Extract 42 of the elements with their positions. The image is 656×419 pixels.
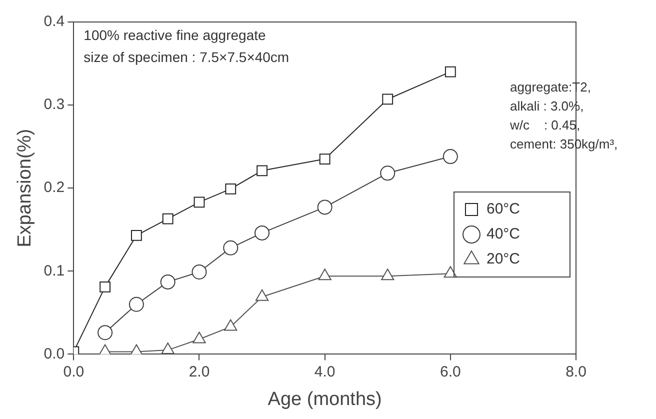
point: [160, 274, 176, 290]
point: [444, 66, 456, 78]
y-tick-label: 0.1: [44, 262, 65, 280]
point: [318, 268, 332, 280]
x-tick-label: 0.0: [63, 363, 84, 380]
x-tick-label: 6.0: [440, 363, 461, 380]
point: [194, 196, 205, 208]
legend-label: 40°C: [486, 226, 520, 243]
point: [161, 342, 174, 354]
legend-label: 60°C: [486, 200, 520, 218]
x-axis-title: Age (months): [268, 388, 382, 410]
point: [225, 183, 236, 194]
annotation: size of specimen : 7.5×7.5×40cm: [84, 48, 290, 65]
point: [223, 240, 238, 256]
point: [380, 166, 396, 181]
y-axis-title: Expansion(%): [14, 128, 36, 248]
point: [98, 325, 113, 340]
point: [381, 268, 394, 280]
point: [444, 266, 457, 278]
point: [319, 154, 330, 164]
point: [255, 289, 269, 301]
y-tick-label: 0.2: [44, 179, 65, 196]
point: [192, 264, 207, 280]
point: [100, 281, 110, 292]
point: [317, 200, 332, 215]
point: [442, 149, 458, 164]
x-tick-label: 4.0: [314, 363, 336, 380]
annotation: 100% reactive fine aggregate: [84, 26, 266, 43]
point: [128, 296, 144, 312]
point: [254, 225, 270, 240]
point: [162, 213, 174, 224]
x-tick-label: 8.0: [566, 363, 586, 380]
y-tick-label: 0.0: [44, 345, 65, 362]
y-tick-label: 0.4: [44, 13, 65, 30]
point: [192, 332, 206, 344]
point: [130, 230, 142, 241]
point: [256, 165, 268, 176]
point: [224, 319, 238, 331]
y-tick-label: 0.3: [44, 96, 65, 114]
x-tick-label: 2.0: [188, 363, 210, 380]
point: [382, 94, 394, 105]
legend-label: 20°C: [486, 250, 520, 268]
